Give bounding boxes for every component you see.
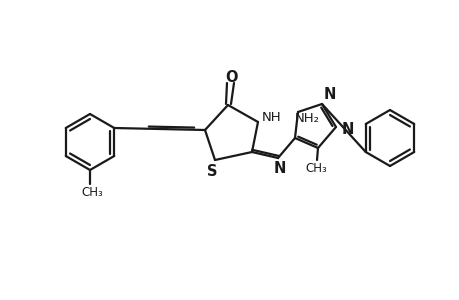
Text: N: N bbox=[341, 122, 353, 136]
Text: N: N bbox=[273, 160, 285, 175]
Text: NH₂: NH₂ bbox=[294, 112, 319, 124]
Text: S: S bbox=[206, 164, 217, 179]
Text: N: N bbox=[323, 86, 336, 101]
Text: CH₃: CH₃ bbox=[81, 185, 103, 199]
Text: NH: NH bbox=[262, 110, 281, 124]
Text: O: O bbox=[225, 70, 238, 85]
Text: CH₃: CH₃ bbox=[304, 161, 326, 175]
